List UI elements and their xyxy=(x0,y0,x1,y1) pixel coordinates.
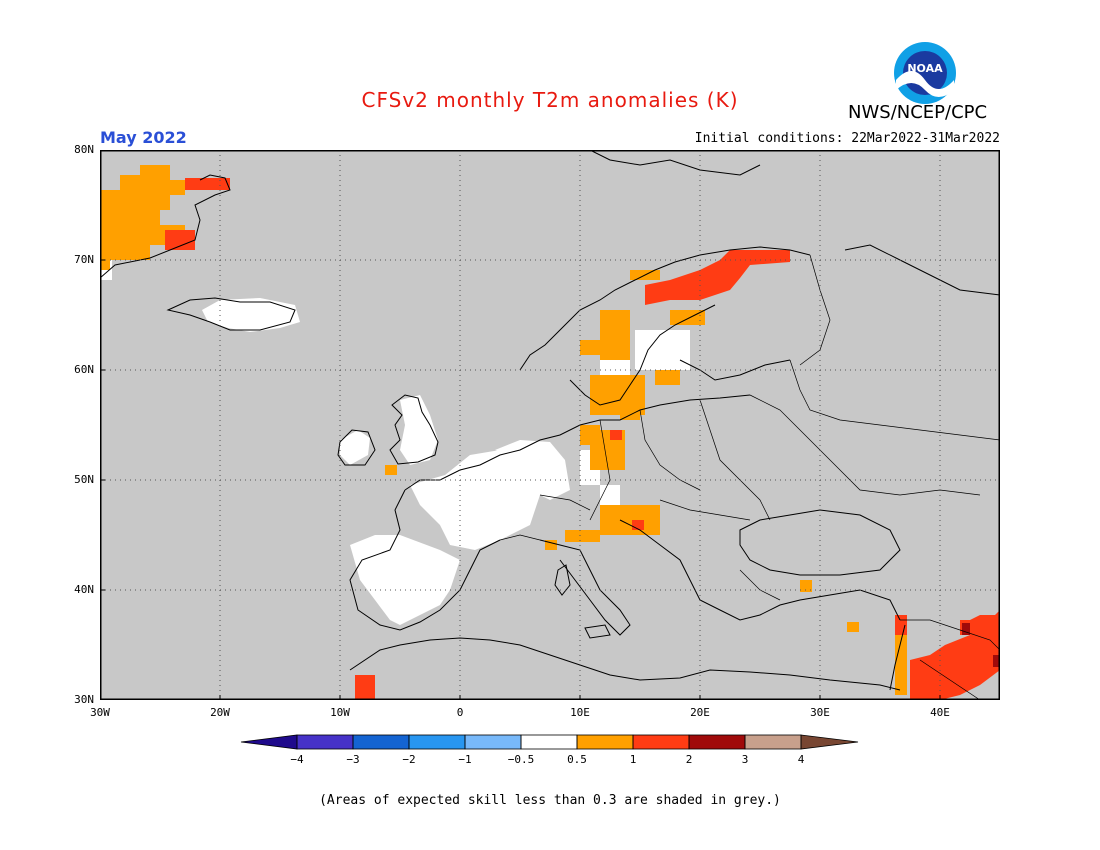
colorbar-label: −2 xyxy=(402,753,416,766)
colorbar-segment xyxy=(521,735,577,749)
colorbar-segment xyxy=(577,735,633,749)
colorbar-segment xyxy=(353,735,409,749)
lon-label-20e: 20E xyxy=(690,706,710,719)
colorbar-segment xyxy=(633,735,689,749)
colorbar-segment xyxy=(409,735,465,749)
chart-title: CFSv2 monthly T2m anomalies (K) xyxy=(361,88,739,112)
colorbar-segment xyxy=(241,735,297,749)
neutral-anomaly-regions xyxy=(100,245,690,625)
gridlines xyxy=(100,150,1000,700)
anomaly-2-3-regions xyxy=(962,623,1000,667)
noaa-logo-text: NOAA xyxy=(907,62,943,75)
colorbar-segment xyxy=(689,735,745,749)
map-frame xyxy=(100,150,1000,700)
lon-label-10e: 10E xyxy=(570,706,590,719)
colorbar-label: 1 xyxy=(629,753,637,766)
colorbar-segment xyxy=(801,735,858,749)
skill-footnote: (Areas of expected skill less than 0.3 a… xyxy=(319,793,781,808)
colorbar-label: −3 xyxy=(346,753,360,766)
initial-conditions-label: Initial conditions: 22Mar2022-31Mar2022 xyxy=(694,131,1000,146)
lat-label-80n: 80N xyxy=(74,143,94,156)
lon-label-30w: 30W xyxy=(90,706,110,719)
anomaly-map xyxy=(100,150,1000,700)
colorbar-segment xyxy=(297,735,353,749)
lat-label-30n: 30N xyxy=(74,693,94,706)
lon-label-30e: 30E xyxy=(810,706,830,719)
lat-label-40n: 40N xyxy=(74,583,94,596)
colorbar-label: −4 xyxy=(290,753,304,766)
coastlines xyxy=(100,150,1000,691)
lat-label-50n: 50N xyxy=(74,473,94,486)
colorbar xyxy=(240,734,859,750)
lat-label-60n: 60N xyxy=(74,363,94,376)
country-borders xyxy=(499,254,1000,700)
colorbar-label: 4 xyxy=(797,753,805,766)
colorbar-label: 2 xyxy=(685,753,693,766)
lon-label-10w: 10W xyxy=(330,706,350,719)
colorbar-segment xyxy=(465,735,521,749)
colorbar-label: 3 xyxy=(741,753,749,766)
anomaly-05-1-regions xyxy=(100,165,907,695)
lon-label-20w: 20W xyxy=(210,706,230,719)
noaa-logo: NOAA xyxy=(894,42,956,104)
colorbar-segment xyxy=(745,735,801,749)
colorbar-label: −0.5 xyxy=(507,753,535,766)
lon-label-0: 0 xyxy=(456,706,464,719)
lon-label-40e: 40E xyxy=(930,706,950,719)
lat-label-70n: 70N xyxy=(74,253,94,266)
colorbar-label: −1 xyxy=(458,753,472,766)
organization-label: NWS/NCEP/CPC xyxy=(848,102,988,123)
colorbar-label: 0.5 xyxy=(567,753,587,766)
anomaly-1-2-regions xyxy=(165,178,1000,700)
map-background xyxy=(100,150,1000,700)
month-label: May 2022 xyxy=(100,128,187,147)
